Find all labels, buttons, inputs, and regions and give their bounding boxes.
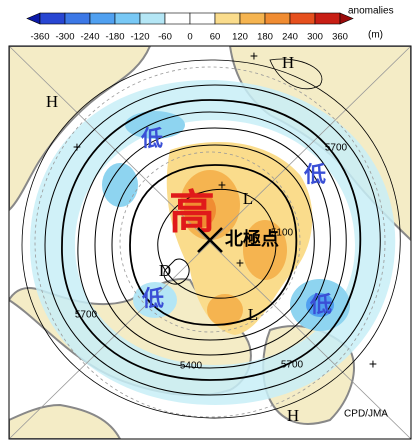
credit: CPD/JMA [344,409,388,420]
colorbar-tick-label: 120 [232,32,248,43]
colorbar-end [339,12,354,25]
plus-mark: + [218,177,226,193]
contour-label: 5700 [325,143,348,154]
contour-label: 5700 [75,310,98,321]
low-kanji: 低 [303,162,326,187]
colorbar-swatch [189,12,216,25]
colorbar-tick-label: 0 [187,32,192,43]
colorbar-swatch [239,12,266,25]
low-kanji: 低 [140,126,163,151]
colorbar-swatch [139,12,166,25]
colorbar-tick-label: -180 [105,32,124,43]
height-contours [21,58,401,419]
colorbar-swatch [214,12,241,25]
colorbar-tick-label: 60 [210,32,221,43]
colorbar-title: anomalies [348,6,394,17]
colorbar-swatch [64,12,91,25]
colorbar-end [26,12,41,25]
colorbar-tick-label: -300 [55,32,74,43]
high-label: H [46,92,58,111]
colorbar-units: (m) [368,30,383,41]
low-label: L [243,189,253,208]
high-label: H [287,406,299,425]
colorbar-tick-label: 300 [307,32,323,43]
colorbar-tick-label: -240 [80,32,99,43]
colorbar-tick-label: 240 [282,32,298,43]
colorbar-swatch [89,12,116,25]
plus-mark: + [73,139,81,155]
map-frame [8,45,412,440]
colorbar-swatch [289,12,316,25]
colorbar-tick-label: -120 [130,32,149,43]
pole-marker [197,227,223,253]
graticule [9,46,411,439]
high-label: H [282,53,294,72]
plus-mark: + [236,255,244,271]
low-label: L [248,305,258,324]
pole-label: 北極点 [225,228,279,249]
plus-mark: + [369,356,377,372]
colorbar-swatch [264,12,291,25]
colorbar-swatch [114,12,141,25]
map-label: D [159,261,171,280]
anomaly-shading [30,79,396,405]
colorbar-tick-label: -360 [30,32,49,43]
contour-label: 5400 [180,361,203,372]
colorbar-tick-label: 360 [332,32,348,43]
contour-label: 5700 [281,360,304,371]
low-kanji: 低 [309,292,332,317]
plus-mark: + [250,48,258,64]
colorbar-tick-label: -60 [158,32,172,43]
contour-label: 5100 [271,228,294,239]
colorbar-swatch [39,12,66,25]
high-kanji: 高 [169,186,215,238]
colorbar-swatch [314,12,341,25]
colorbar-swatch [164,12,191,25]
colorbar-tick-label: 180 [257,32,273,43]
colorbar: -360 -300 -240 -180 -120 -60 0 60 120 180 240 300 36… [26,12,354,43]
low-kanji: 低 [141,286,164,311]
